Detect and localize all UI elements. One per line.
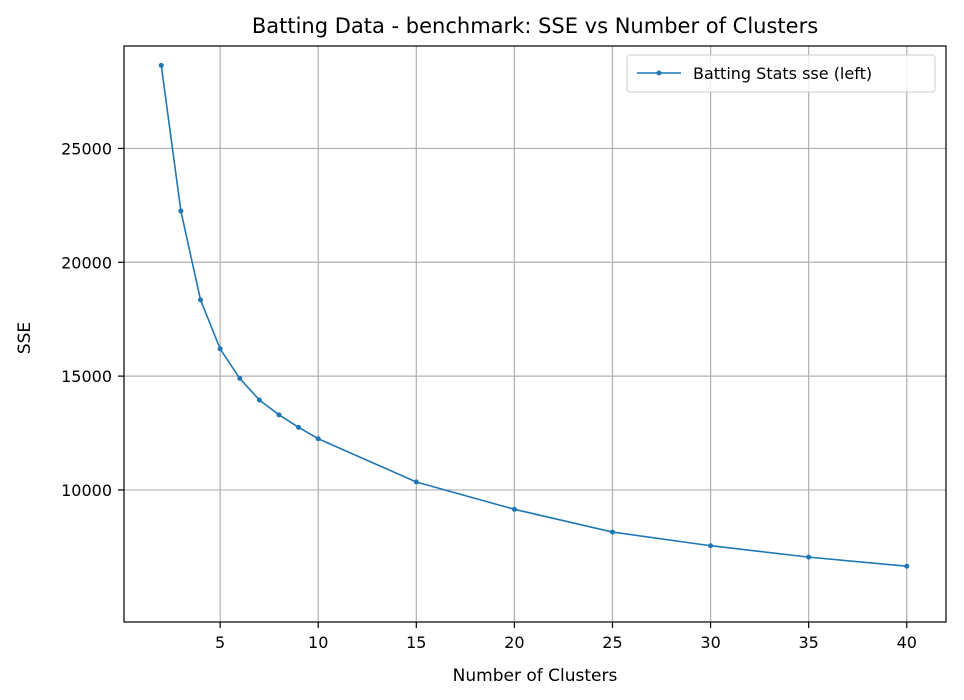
data-point bbox=[708, 543, 714, 549]
plot-frame bbox=[123, 45, 947, 623]
data-point bbox=[237, 375, 243, 381]
data-point bbox=[178, 208, 184, 214]
data-point bbox=[296, 424, 302, 430]
data-point bbox=[413, 479, 419, 485]
data-point bbox=[198, 297, 204, 303]
x-axis-label: Number of Clusters bbox=[453, 666, 618, 686]
data-point bbox=[609, 529, 615, 535]
chart-title: Batting Data - benchmark: SSE vs Number … bbox=[252, 14, 818, 38]
x-tick-label: 30 bbox=[700, 633, 720, 652]
data-point bbox=[806, 554, 812, 560]
axis-ticks: 5 10 15 20 25 30 35 40 10000 15000 20000 25000 bbox=[61, 139, 917, 652]
grid bbox=[124, 46, 946, 622]
data-point bbox=[315, 436, 321, 442]
data-point bbox=[511, 506, 517, 512]
x-tick-label: 25 bbox=[602, 633, 622, 652]
x-tick-label: 40 bbox=[897, 633, 917, 652]
data-point bbox=[276, 412, 282, 418]
y-tick-label: 25000 bbox=[61, 139, 112, 158]
legend-box bbox=[626, 54, 936, 93]
y-tick-label: 20000 bbox=[61, 253, 112, 272]
x-tick-label: 5 bbox=[215, 633, 225, 652]
series-layer bbox=[158, 62, 910, 569]
y-axis-label: SSE bbox=[15, 322, 35, 354]
data-point bbox=[256, 397, 262, 403]
x-tick-label: 20 bbox=[504, 633, 524, 652]
legend: Batting Stats sse (left) bbox=[626, 54, 936, 93]
data-point bbox=[904, 563, 910, 569]
legend-entry-label: Batting Stats sse (left) bbox=[693, 64, 872, 83]
y-tick-label: 15000 bbox=[61, 367, 112, 386]
series-line bbox=[160, 65, 907, 568]
data-point bbox=[158, 62, 164, 68]
x-tick-label: 10 bbox=[308, 633, 328, 652]
y-tick-label: 10000 bbox=[61, 481, 112, 500]
legend-marker-sample bbox=[656, 70, 662, 76]
data-point bbox=[217, 346, 223, 352]
x-tick-label: 15 bbox=[406, 633, 426, 652]
x-tick-label: 35 bbox=[798, 633, 818, 652]
